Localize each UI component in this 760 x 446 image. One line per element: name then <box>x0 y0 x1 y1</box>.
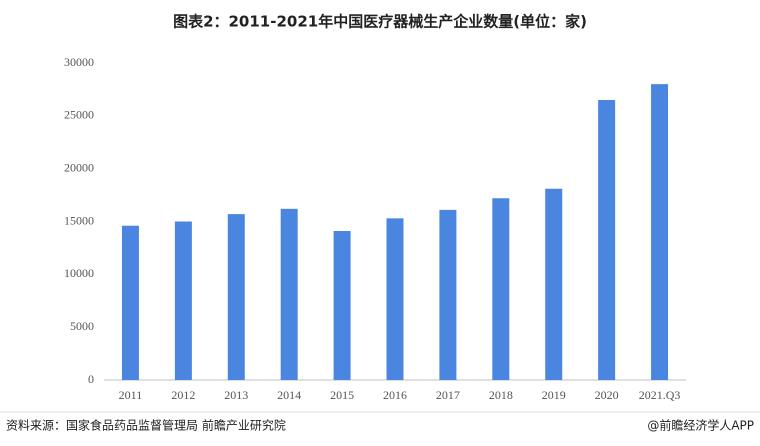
x-tick-label: 2016 <box>383 388 407 402</box>
x-tick-label: 2019 <box>542 388 566 402</box>
y-tick-label: 5000 <box>70 319 94 333</box>
y-tick-label: 15000 <box>64 213 94 227</box>
y-tick-label: 30000 <box>64 55 94 69</box>
bar <box>386 218 404 380</box>
y-tick-label: 25000 <box>64 108 94 122</box>
source-note: 资料来源：国家食品药品监督管理局 前瞻产业研究院 <box>6 418 286 433</box>
y-tick-label: 0 <box>88 372 94 386</box>
x-tick-label: 2013 <box>224 388 248 402</box>
bar <box>121 225 139 380</box>
bar <box>545 188 563 380</box>
bar <box>598 99 616 380</box>
bar <box>492 198 510 380</box>
x-tick-label: 2017 <box>436 388 460 402</box>
y-tick-label: 10000 <box>64 266 94 280</box>
x-tick-label: 2011 <box>119 388 143 402</box>
x-tick-label: 2021.Q3 <box>639 388 681 402</box>
chart-title: 图表2：2011-2021年中国医疗器械生产企业数量(单位：家) <box>173 13 587 31</box>
brand: @前瞻经济学人APP <box>647 418 754 433</box>
bar <box>280 208 298 380</box>
bar <box>174 221 192 380</box>
x-tick-label: 2018 <box>489 388 513 402</box>
bar <box>333 231 351 380</box>
bar <box>439 209 457 380</box>
bar <box>651 84 669 380</box>
x-tick-label: 2012 <box>171 388 195 402</box>
x-tick-label: 2014 <box>277 388 301 402</box>
y-tick-label: 20000 <box>64 160 94 174</box>
x-tick-label: 2015 <box>330 388 354 402</box>
x-tick-label: 2020 <box>595 388 619 402</box>
bar <box>227 214 245 380</box>
